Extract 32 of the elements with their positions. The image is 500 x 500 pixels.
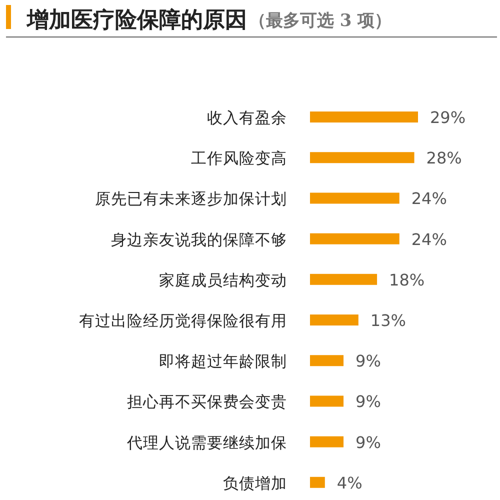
bar xyxy=(310,233,400,244)
bar xyxy=(310,396,344,407)
y-tick-label: 有过出险经历觉得保险很有用 xyxy=(79,312,287,330)
data-label: 13% xyxy=(370,311,406,330)
bar xyxy=(310,476,325,488)
bar xyxy=(310,314,358,326)
y-tick-label: 原先已有未来逐步加保计划 xyxy=(95,190,287,208)
chart-subtitle: （最多可选 3 项） xyxy=(249,11,392,31)
y-tick-label: 身边亲友说我的保障不够 xyxy=(111,230,287,249)
y-tick-label: 收入有盈余 xyxy=(207,109,287,127)
data-label: 28% xyxy=(426,148,462,168)
y-tick-label: 负债增加 xyxy=(223,474,287,492)
data-label: 4% xyxy=(336,473,362,492)
data-label: 9% xyxy=(356,432,381,452)
bar xyxy=(310,112,418,122)
bar xyxy=(310,192,400,204)
data-label: 9% xyxy=(356,392,381,412)
bar xyxy=(310,152,414,164)
bar xyxy=(310,355,344,366)
data-label: 24% xyxy=(411,230,447,249)
y-tick-label: 代理人说需要继续加保 xyxy=(126,434,287,452)
y-tick-label: 工作风险变高 xyxy=(191,150,287,168)
data-label: 18% xyxy=(389,270,425,290)
data-label: 24% xyxy=(411,189,447,208)
y-tick-label: 即将超过年龄限制 xyxy=(159,352,287,371)
data-label: 9% xyxy=(356,352,381,371)
y-tick-label: 家庭成员结构变动 xyxy=(159,271,287,290)
chart-title: 增加医疗险保障的原因 xyxy=(26,7,247,33)
data-label: 29% xyxy=(430,108,466,127)
bar xyxy=(310,274,378,285)
bar xyxy=(310,436,344,448)
y-tick-label: 担心再不买保费会变贵 xyxy=(127,393,287,412)
